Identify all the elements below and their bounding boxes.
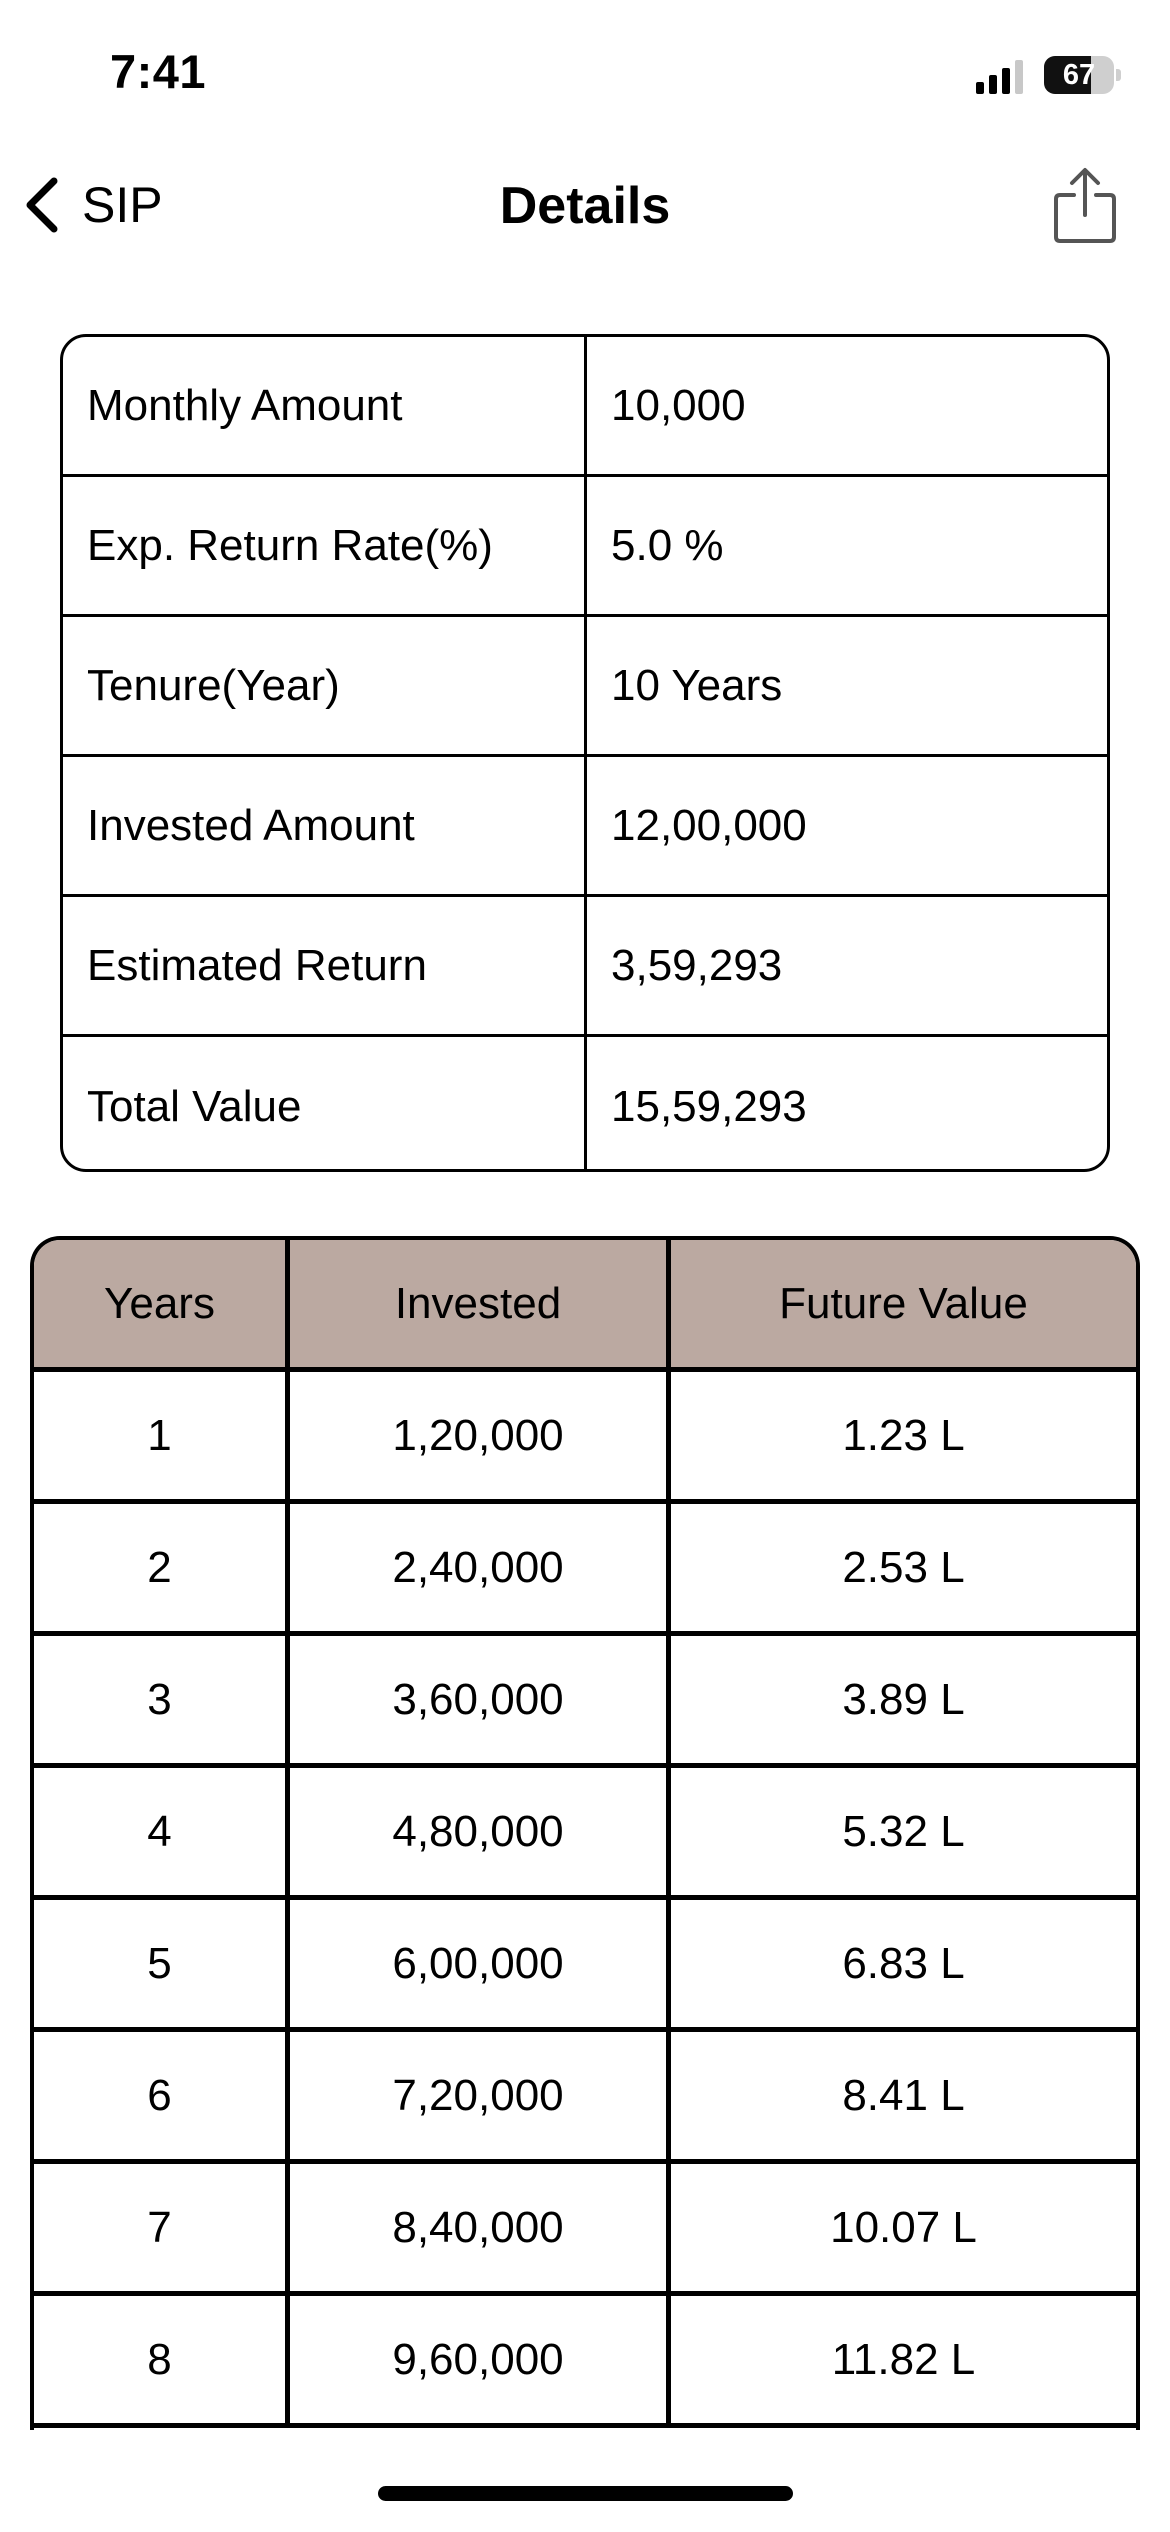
cell-invested: 6,00,000 [290, 1900, 671, 2027]
back-button[interactable]: SIP [22, 170, 163, 240]
summary-row-return-rate: Exp. Return Rate(%) 5.0 % [63, 477, 1107, 617]
cell-invested: 7,20,000 [290, 2032, 671, 2159]
header-future-value: Future Value [779, 1278, 1028, 1328]
summary-value: 15,59,293 [611, 1082, 807, 1131]
home-indicator[interactable] [378, 2486, 793, 2501]
summary-row-invested-amount: Invested Amount 12,00,000 [63, 757, 1107, 897]
cell-year: 3 [34, 1636, 290, 1763]
table-row: 6 7,20,000 8.41 L [34, 2032, 1136, 2164]
cellular-signal-icon [976, 60, 1023, 94]
table-row: 4 4,80,000 5.32 L [34, 1768, 1136, 1900]
summary-row-monthly-amount: Monthly Amount 10,000 [63, 337, 1107, 477]
summary-label: Monthly Amount [63, 337, 587, 474]
table-row: 3 3,60,000 3.89 L [34, 1636, 1136, 1768]
summary-label: Tenure(Year) [63, 617, 587, 754]
cell-invested: 8,40,000 [290, 2164, 671, 2291]
battery-level: 67 [1062, 59, 1096, 91]
cell-future-value: 10.07 L [830, 2202, 977, 2252]
summary-label: Estimated Return [63, 897, 587, 1034]
battery-icon: 67 [1044, 56, 1121, 94]
summary-value: 3,59,293 [611, 940, 783, 990]
back-label: SIP [82, 177, 163, 233]
cell-future-value: 3.89 L [842, 1674, 965, 1724]
summary-row-total-value: Total Value 15,59,293 [63, 1037, 1107, 1169]
status-time: 7:41 [110, 45, 207, 98]
summary-row-tenure: Tenure(Year) 10 Years [63, 617, 1107, 757]
cell-future-value: 2.53 L [842, 1542, 965, 1592]
yearly-table[interactable]: Years Invested Future Value 1 1,20,000 1… [30, 1236, 1140, 2430]
summary-value: 12,00,000 [611, 800, 807, 850]
cell-future-value: 8.41 L [842, 2070, 965, 2120]
summary-label: Invested Amount [63, 757, 587, 894]
table-row: 2 2,40,000 2.53 L [34, 1504, 1136, 1636]
status-bar: 7:41 67 [0, 0, 1170, 150]
cell-future-value: 5.32 L [842, 1806, 965, 1856]
summary-value: 10 Years [611, 660, 783, 710]
table-row: 8 9,60,000 11.82 L [34, 2296, 1136, 2428]
summary-label: Total Value [63, 1037, 587, 1169]
summary-row-estimated-return: Estimated Return 3,59,293 [63, 897, 1107, 1037]
battery-body: 67 [1044, 56, 1114, 94]
cell-invested: 3,60,000 [290, 1636, 671, 1763]
cell-year: 8 [34, 2296, 290, 2423]
cell-invested: 4,80,000 [290, 1768, 671, 1895]
cell-invested: 1,20,000 [290, 1372, 671, 1499]
cell-year: 2 [34, 1504, 290, 1631]
cell-future-value: 1.23 L [842, 1410, 965, 1460]
page-title: Details [499, 177, 671, 235]
cell-year: 1 [34, 1372, 290, 1499]
summary-value: 5.0 % [611, 520, 724, 570]
summary-label: Exp. Return Rate(%) [63, 477, 587, 614]
table-row: 5 6,00,000 6.83 L [34, 1900, 1136, 2032]
cell-invested: 2,40,000 [290, 1504, 671, 1631]
cell-year: 4 [34, 1768, 290, 1895]
cell-year: 7 [34, 2164, 290, 2291]
battery-fill [1044, 56, 1091, 94]
summary-table: Monthly Amount 10,000 Exp. Return Rate(%… [60, 334, 1110, 1172]
summary-value: 10,000 [611, 380, 746, 430]
cell-future-value: 11.82 L [831, 2334, 976, 2384]
table-row: 7 8,40,000 10.07 L [34, 2164, 1136, 2296]
cell-year: 5 [34, 1900, 290, 2027]
cell-future-value: 6.83 L [842, 1938, 965, 1988]
header-invested: Invested [290, 1240, 671, 1367]
chevron-left-icon [26, 177, 58, 233]
battery-tip [1116, 69, 1121, 81]
cell-year: 6 [34, 2032, 290, 2159]
table-header-row: Years Invested Future Value [34, 1240, 1136, 1372]
cell-invested: 9,60,000 [290, 2296, 671, 2423]
table-row: 1 1,20,000 1.23 L [34, 1372, 1136, 1504]
header-years: Years [34, 1240, 290, 1367]
share-icon[interactable] [1052, 165, 1118, 245]
